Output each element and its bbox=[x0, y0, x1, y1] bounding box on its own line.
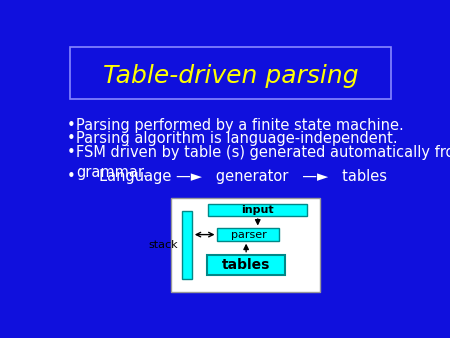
Text: Parsing algorithm is language-independent.: Parsing algorithm is language-independen… bbox=[76, 131, 398, 146]
Text: stack: stack bbox=[148, 240, 178, 250]
FancyBboxPatch shape bbox=[182, 212, 192, 279]
Text: Parsing performed by a finite state machine.: Parsing performed by a finite state mach… bbox=[76, 118, 404, 132]
FancyBboxPatch shape bbox=[171, 198, 320, 292]
Text: •: • bbox=[67, 131, 76, 146]
Text: parser: parser bbox=[230, 230, 266, 240]
FancyBboxPatch shape bbox=[70, 47, 391, 99]
FancyBboxPatch shape bbox=[217, 228, 279, 241]
FancyBboxPatch shape bbox=[208, 204, 307, 216]
Text: tables: tables bbox=[222, 258, 270, 272]
FancyBboxPatch shape bbox=[207, 255, 285, 275]
Text: Table-driven parsing: Table-driven parsing bbox=[103, 64, 359, 88]
Text: •: • bbox=[67, 145, 76, 160]
Text: input: input bbox=[242, 205, 274, 215]
Text: FSM driven by table (s) generated automatically from
grammar.: FSM driven by table (s) generated automa… bbox=[76, 145, 450, 180]
Text: •: • bbox=[67, 118, 76, 132]
Text: •: • bbox=[67, 169, 76, 184]
Text: Language —►   generator   —►   tables: Language —► generator —► tables bbox=[76, 169, 387, 184]
